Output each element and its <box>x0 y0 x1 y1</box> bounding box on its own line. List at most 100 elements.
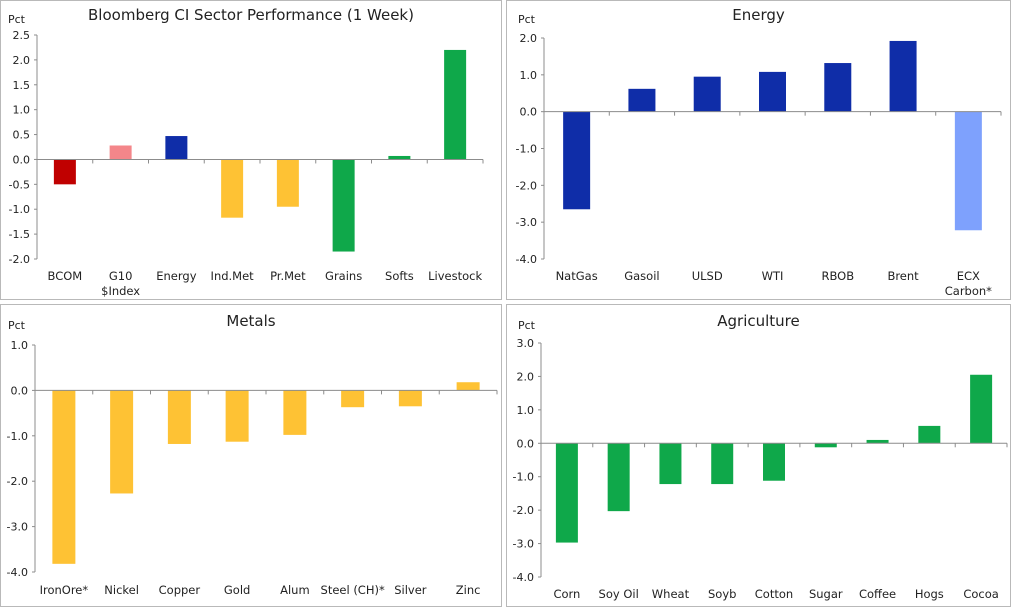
y-tick-label: 0.0 <box>517 437 535 450</box>
y-axis-label: Pct <box>8 13 25 26</box>
y-tick-label: -4.0 <box>516 253 537 266</box>
y-tick-label: -1.0 <box>513 471 534 484</box>
y-tick-label: 2.0 <box>13 54 31 67</box>
y-tick-label: 2.0 <box>517 370 535 383</box>
category-label: NatGas <box>556 269 598 283</box>
y-tick-label: 0.0 <box>11 384 29 397</box>
y-tick-label: 1.0 <box>13 104 31 117</box>
bar <box>866 439 889 444</box>
chart-panel-energy: Energy Pct 2.0 1.0 0.0 -1.0 -2.0 -3.0 -4.0 NatG… <box>506 0 1011 300</box>
y-tick-label: -1.5 <box>9 228 30 241</box>
bar-chart-energy: 2.0 1.0 0.0 -1.0 -2.0 -3.0 -4.0 NatGas Gasoil ULS… <box>516 32 1002 298</box>
chart-title: Energy <box>732 6 785 24</box>
bar <box>341 390 365 408</box>
chart-panel-agriculture: Agriculture Pct 3.0 2.0 1.0 0.0 -1.0 -2.0 -3.0… <box>506 304 1011 607</box>
category-label: ULSD <box>692 269 723 283</box>
bar <box>607 443 630 512</box>
bar-chart-metals: 1.0 0.0 -1.0 -2.0 -3.0 -4.0 IronOre* Nickel Copp… <box>7 339 498 597</box>
category-label: Pr.Met <box>270 269 306 283</box>
category-label: Cocoa <box>963 587 998 601</box>
category-label: Grains <box>325 269 362 283</box>
category-label: Steel (CH)* <box>321 583 385 597</box>
bar <box>165 136 188 160</box>
bar <box>759 71 786 112</box>
y-axis-label: Pct <box>8 319 25 332</box>
bar <box>456 382 480 391</box>
bar <box>221 159 244 218</box>
y-tick-label: -2.0 <box>9 253 30 266</box>
bar <box>332 159 355 252</box>
category-label: ECX Carbon* <box>945 269 992 298</box>
y-tick-label: 1.0 <box>11 339 29 352</box>
bar <box>276 159 299 207</box>
category-label: Energy <box>156 269 196 283</box>
y-tick-label: 1.0 <box>517 404 535 417</box>
category-label: Wheat <box>652 587 690 601</box>
category-label: BCOM <box>48 269 83 283</box>
category-label: Softs <box>385 269 414 283</box>
category-label: Livestock <box>428 269 482 283</box>
bar <box>970 374 993 444</box>
bar <box>388 155 411 160</box>
category-label: Cotton <box>755 587 793 601</box>
bar <box>555 443 578 543</box>
category-label: Brent <box>887 269 919 283</box>
bar <box>398 390 422 407</box>
category-label: Alum <box>280 583 310 597</box>
bar <box>814 443 837 448</box>
y-tick-label: 0.5 <box>13 129 31 142</box>
bar-chart-agriculture: 3.0 2.0 1.0 0.0 -1.0 -2.0 -3.0 -4.0 Corn Soy Oil W… <box>513 337 1008 601</box>
bar <box>763 443 785 481</box>
category-label: Silver <box>394 583 427 597</box>
category-label: Gasoil <box>624 269 659 283</box>
category-label: Zinc <box>456 583 481 597</box>
bar <box>918 425 941 444</box>
bar <box>53 159 76 185</box>
bar <box>711 443 734 485</box>
bar <box>109 145 132 160</box>
y-tick-label: -4.0 <box>513 571 534 584</box>
category-label: Gold <box>224 583 250 597</box>
y-axis-label: Pct <box>518 13 535 26</box>
bar <box>824 63 852 112</box>
category-label: Coffee <box>859 587 896 601</box>
category-label: Soyb <box>708 587 736 601</box>
bar <box>889 40 917 112</box>
y-tick-label: 2.0 <box>520 32 538 45</box>
category-label: Sugar <box>809 587 843 601</box>
bar <box>283 390 307 435</box>
category-label: Hogs <box>915 587 944 601</box>
category-label: WTI <box>762 269 784 283</box>
y-tick-label: 2.5 <box>13 29 31 42</box>
y-tick-label: -3.0 <box>7 521 28 534</box>
y-tick-label: -1.0 <box>9 203 30 216</box>
bar <box>167 390 191 444</box>
y-tick-label: 0.0 <box>13 153 31 166</box>
chart-panel-metals: Metals Pct 1.0 0.0 -1.0 -2.0 -3.0 -4.0 IronOre… <box>0 304 502 607</box>
bar <box>628 88 656 112</box>
bar <box>693 76 721 112</box>
y-tick-label: -2.0 <box>516 179 537 192</box>
category-label: RBOB <box>821 269 854 283</box>
y-tick-label: 0.0 <box>520 106 538 119</box>
category-label: Soy Oil <box>599 587 639 601</box>
y-tick-label: -4.0 <box>7 566 28 579</box>
category-label: IronOre* <box>40 583 89 597</box>
bar <box>563 111 591 210</box>
y-tick-label: 1.0 <box>520 69 538 82</box>
bar <box>110 390 134 494</box>
y-tick-label: 3.0 <box>517 337 535 350</box>
y-tick-label: -2.0 <box>7 475 28 488</box>
chart-title: Bloomberg CI Sector Performance (1 Week) <box>88 6 414 24</box>
y-tick-label: -3.0 <box>516 216 537 229</box>
y-tick-label: -2.0 <box>513 504 534 517</box>
y-tick-label: -0.5 <box>9 178 30 191</box>
bar <box>52 390 76 564</box>
bar <box>659 443 682 485</box>
chart-panel-sector: Bloomberg CI Sector Performance (1 Week)… <box>0 0 502 300</box>
bar <box>444 49 467 160</box>
y-axis-label: Pct <box>518 319 535 332</box>
category-label: Nickel <box>104 583 139 597</box>
category-label: Corn <box>553 587 580 601</box>
bar <box>225 390 249 442</box>
